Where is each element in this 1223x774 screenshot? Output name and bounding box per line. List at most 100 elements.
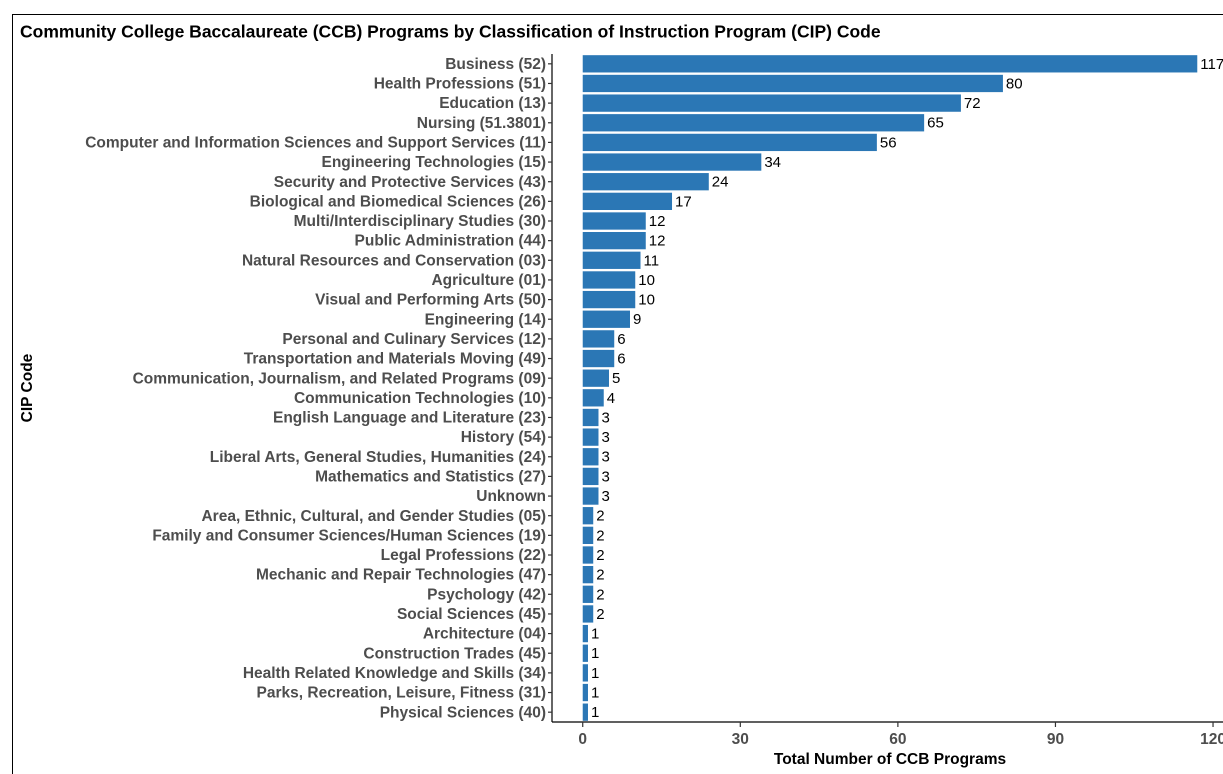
y-tick-label: Social Sciences (45): [397, 606, 546, 623]
value-label: 2: [596, 606, 604, 623]
bar: [582, 310, 630, 328]
y-tick-label: Transportation and Materials Moving (49): [244, 351, 546, 368]
value-label: 1: [591, 704, 599, 721]
x-tick-label: 90: [1047, 731, 1064, 748]
y-tick-label: Area, Ethnic, Cultural, and Gender Studi…: [201, 508, 546, 525]
bar: [582, 330, 615, 348]
bar: [582, 605, 594, 623]
bar: [582, 526, 594, 544]
y-tick-label: Health Professions (51): [374, 76, 546, 93]
bar: [582, 232, 646, 250]
value-label: 6: [617, 350, 625, 367]
value-label: 3: [601, 429, 609, 446]
value-label: 3: [601, 488, 609, 505]
value-label: 3: [601, 409, 609, 426]
bar: [582, 546, 594, 564]
y-tick-label: English Language and Literature (23): [273, 410, 546, 427]
value-label: 80: [1006, 75, 1023, 92]
value-label: 56: [880, 134, 897, 151]
bar: [582, 467, 599, 486]
x-tick-label: 0: [578, 731, 587, 748]
value-label: 1: [591, 645, 599, 662]
y-tick-label: Family and Consumer Sciences/Human Scien…: [152, 527, 546, 544]
y-tick-label: Legal Professions (22): [381, 547, 546, 564]
y-tick-label: Biological and Biomedical Sciences (26): [250, 193, 546, 210]
y-tick-label: Agriculture (01): [431, 272, 546, 289]
x-tick-label: 120: [1200, 731, 1223, 748]
bar: [582, 173, 709, 191]
bar: [582, 94, 961, 112]
value-label: 65: [927, 115, 944, 132]
value-label: 17: [675, 193, 692, 210]
y-tick-label: Natural Resources and Conservation (03): [242, 252, 546, 269]
bar: [582, 624, 588, 643]
bar: [582, 703, 588, 721]
y-tick-label: Health Related Knowledge and Skills (34): [243, 665, 546, 682]
bar: [582, 448, 599, 466]
bar: [582, 271, 636, 289]
bar: [582, 74, 1003, 93]
y-tick-label: Mechanic and Repair Technologies (47): [256, 567, 546, 584]
value-label: 1: [591, 684, 599, 701]
value-label: 2: [596, 567, 604, 584]
bar: [582, 192, 673, 210]
bar: [582, 133, 877, 152]
bar: [582, 487, 599, 505]
value-label: 6: [617, 331, 625, 348]
value-label: 24: [712, 174, 729, 191]
y-tick-label: Education (13): [439, 95, 546, 112]
y-tick-label: Mathematics and Statistics (27): [315, 469, 546, 486]
y-tick-label: Engineering Technologies (15): [322, 154, 547, 171]
x-tick-label: 30: [732, 731, 749, 748]
bar: [582, 389, 604, 407]
y-tick-label: Security and Protective Services (43): [274, 174, 546, 191]
value-label: 2: [596, 508, 604, 525]
value-label: 2: [596, 547, 604, 564]
y-tick-label: Architecture (04): [423, 626, 546, 643]
y-tick-label: Engineering (14): [425, 311, 546, 328]
y-tick-label: Communication, Journalism, and Related P…: [133, 370, 546, 387]
bar: [582, 251, 641, 269]
y-tick-label: Business (52): [445, 56, 546, 73]
value-label: 72: [964, 95, 981, 112]
value-label: 117: [1200, 56, 1223, 73]
y-tick-label: Construction Trades (45): [363, 645, 546, 662]
value-label: 1: [591, 665, 599, 682]
y-tick-label: Unknown: [476, 488, 546, 505]
y-tick-label: Parks, Recreation, Leisure, Fitness (31): [257, 685, 546, 702]
value-label: 10: [638, 272, 655, 289]
y-tick-label: Visual and Performing Arts (50): [315, 292, 546, 309]
value-label: 2: [596, 586, 604, 603]
value-label: 4: [607, 390, 615, 407]
bar: [582, 349, 615, 368]
value-label: 5: [612, 370, 620, 387]
bar: [582, 644, 588, 662]
bar: [582, 114, 925, 132]
bar: [582, 408, 599, 427]
y-axis-title: CIP Code: [19, 353, 36, 422]
bar: [582, 683, 588, 702]
y-tick-label: Physical Sciences (40): [380, 704, 546, 721]
y-tick-label: Psychology (42): [427, 586, 546, 603]
value-label: 1: [591, 626, 599, 643]
value-label: 9: [633, 311, 641, 328]
y-tick-label: Communication Technologies (10): [294, 390, 546, 407]
bar: [582, 507, 594, 525]
value-label: 11: [644, 252, 660, 269]
chart-title: Community College Baccalaureate (CCB) Pr…: [20, 22, 881, 42]
value-label: 3: [601, 468, 609, 485]
bar: [582, 55, 1198, 73]
value-label: 3: [601, 449, 609, 466]
y-tick-label: Nursing (51.3801): [417, 115, 546, 132]
bar: [582, 664, 588, 682]
y-tick-label: Computer and Information Sciences and Su…: [85, 135, 546, 152]
bar: [582, 212, 646, 230]
y-tick-label: History (54): [461, 429, 546, 446]
y-tick-label: Multi/Interdisciplinary Studies (30): [294, 213, 546, 230]
y-tick-label: Personal and Culinary Services (12): [282, 331, 546, 348]
bar: [582, 585, 594, 603]
bar: [582, 428, 599, 446]
x-tick-label: 60: [889, 731, 906, 748]
